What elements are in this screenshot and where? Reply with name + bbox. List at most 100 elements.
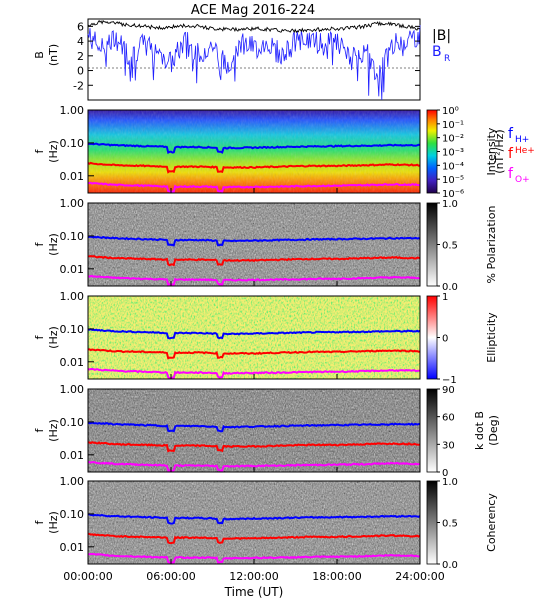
freq-tick-label: 1.00: [60, 290, 85, 303]
spectrogram-texture: [88, 110, 420, 193]
colorbar-tick-label: 0.5: [442, 519, 458, 530]
series-f_He+: [87, 255, 421, 267]
colorbar-tick-label: 60: [442, 413, 455, 424]
x-tick-labels: 00:00:00 06:00:00 12:00:00 18:00:00 24:00:00: [63, 570, 444, 583]
colorbar-label: Intensity: [485, 127, 498, 175]
colorbar-label: % Polarization: [485, 206, 498, 284]
b-y-ticks: 6 4 2 0-2: [73, 20, 420, 92]
legend-fhe-sub: He+: [515, 146, 535, 156]
x-tick-label: 12:00:00: [229, 570, 278, 583]
panel-coherency: 1.00 0.10 0.01 f (Hz) 1.0 0.5 0.0 Coherency: [33, 475, 498, 571]
series-f_O+: [87, 552, 421, 564]
colorbar-tick-label: 0: [442, 468, 448, 479]
x-tick-label: 18:00:00: [312, 570, 361, 583]
series-f_H+: [88, 513, 421, 525]
colorbar-tick-label: 10⁰: [442, 106, 459, 117]
freq-unit: (Hz): [47, 140, 60, 163]
x-tick-label: 00:00:00: [63, 570, 112, 583]
freq-tick-label: 1.00: [60, 475, 85, 488]
series-f_H+: [87, 421, 421, 433]
spectrogram-texture: [88, 389, 420, 472]
chart-title: ACE Mag 2016-224: [191, 3, 315, 18]
freq-tick-label: 0.10: [60, 508, 85, 521]
series-f_O+: [87, 181, 421, 193]
freq-tick-label: 1.00: [60, 197, 85, 210]
series-f_O+: [87, 367, 421, 380]
freq-label: f: [33, 148, 46, 153]
b-y-tick-label: 6: [77, 20, 84, 33]
freq-tick-label: 1.00: [60, 104, 85, 117]
freq-tick-label: 0.10: [60, 323, 85, 336]
colorbar-tick-label: 30: [442, 440, 455, 451]
colorbar-tick-label: 0.5: [442, 241, 458, 252]
colorbar-tick-label: 10⁻⁴: [442, 161, 464, 172]
spectrogram-texture: [88, 203, 420, 286]
b-y-tick-label: 4: [77, 35, 84, 48]
series-f_O+: [87, 461, 421, 473]
legend-b-total: |B|: [432, 28, 451, 44]
freq-tick-label: 0.01: [60, 170, 85, 183]
series-f_He+: [87, 532, 421, 545]
freq-label: f: [33, 241, 46, 246]
series-b-total: [87, 19, 421, 34]
series-f_H+: [87, 328, 421, 340]
panel-ellipticity: 1.00 0.10 0.01 f (Hz) 1 0 −1 Ellipticity: [33, 290, 498, 386]
spectrogram-texture: [88, 481, 420, 564]
colorbar-tick-label: 90: [442, 385, 455, 396]
series-b-r: [87, 24, 421, 101]
colorbar-tick-label: 0.0: [442, 560, 458, 571]
legend-fhe: f: [508, 146, 514, 162]
colorbar-tick-label: 1.0: [442, 477, 458, 488]
panel-polarization: 1.00 0.10 0.01 f (Hz) 1.0 0.5 0.0 % Polarization: [33, 197, 498, 293]
b-ylabel-1: B: [33, 51, 46, 59]
b-ylabel-2: (nT): [47, 44, 60, 66]
panel-b-frame: [87, 18, 421, 101]
spectrogram-texture: [88, 296, 420, 379]
freq-tick-label: 0.01: [60, 263, 85, 276]
freq-label: f: [33, 334, 46, 339]
freq-label: f: [33, 519, 46, 524]
colorbar-kdotb: [426, 388, 438, 473]
colorbar-label: k dot B: [473, 411, 486, 450]
colorbar-tick-label: 1.0: [442, 199, 458, 210]
freq-unit: (Hz): [47, 233, 60, 256]
freq-tick-label: 0.01: [60, 541, 85, 554]
colorbar-ellipticity: [426, 295, 438, 380]
colorbar-tick-label: −1: [442, 375, 457, 386]
series-f_H+: [87, 235, 421, 247]
colorbar-label: Ellipticity: [485, 312, 498, 363]
panel-intensity: 1.00 0.10 0.01 f (Hz) 10⁰ 10⁻¹ 10⁻² 10⁻³ 10⁻⁴ 10⁻⁵…: [33, 104, 506, 200]
colorbar-tick-label: 10⁻²: [442, 134, 464, 145]
freq-unit: (Hz): [47, 326, 60, 349]
colorbar-unit: (Deg): [487, 415, 500, 446]
freq-tick-label: 0.01: [60, 449, 85, 462]
colorbar-coherency: [426, 480, 438, 565]
colorbar-tick-label: 10⁻³: [442, 148, 464, 159]
freq-tick-label: 0.10: [60, 230, 85, 243]
freq-tick-label: 0.01: [60, 356, 85, 369]
x-tick-label: 06:00:00: [146, 570, 195, 583]
freq-tick-label: 0.10: [60, 416, 85, 429]
freq-label: f: [33, 427, 46, 432]
b-y-tick-label: -2: [73, 79, 84, 92]
colorbar-tick-label: 0: [442, 334, 448, 345]
legend-fh-sub: H+: [515, 135, 529, 145]
legend-b-r: B: [432, 44, 442, 60]
panel-b-field: 6 4 2 0-2 B (nT) |B| B R: [33, 18, 451, 101]
colorbar-tick-label: 0.0: [442, 282, 458, 293]
series-f_He+: [87, 441, 421, 453]
gyro-legend: f H+ f He+ f O+: [508, 126, 535, 185]
series-f_He+: [87, 348, 421, 360]
colorbar-tick-label: 10⁻⁶: [442, 189, 464, 200]
freq-tick-label: 0.10: [60, 137, 85, 150]
x-axis-label: Time (UT): [224, 585, 284, 599]
b-y-tick-label: 2: [77, 50, 84, 63]
series-f_He+: [87, 161, 421, 174]
legend-b-r-sub: R: [444, 54, 450, 64]
colorbar-tick-label: 1: [442, 292, 448, 303]
legend-fo: f: [508, 166, 514, 182]
freq-unit: (Hz): [47, 511, 60, 534]
freq-tick-label: 1.00: [60, 383, 85, 396]
colorbar-tick-label: 10⁻¹: [442, 120, 464, 131]
